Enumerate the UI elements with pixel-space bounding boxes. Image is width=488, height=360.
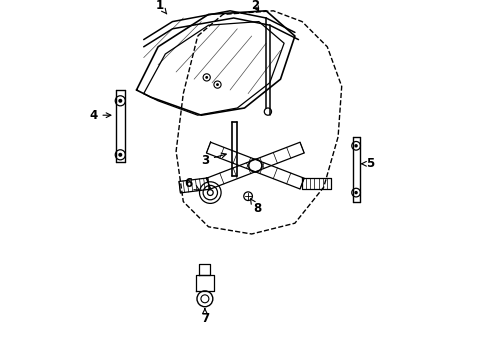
Text: 8: 8 — [250, 199, 261, 215]
Text: 7: 7 — [201, 309, 208, 325]
Circle shape — [118, 99, 122, 103]
Circle shape — [354, 191, 357, 194]
Text: 2: 2 — [251, 0, 259, 12]
Text: 3: 3 — [201, 153, 226, 167]
Text: 1: 1 — [156, 0, 166, 14]
Text: 6: 6 — [184, 177, 199, 190]
Circle shape — [216, 83, 219, 86]
Circle shape — [354, 144, 357, 148]
Circle shape — [205, 76, 208, 79]
Text: 4: 4 — [89, 109, 111, 122]
Text: 5: 5 — [360, 157, 374, 170]
Circle shape — [118, 153, 122, 157]
